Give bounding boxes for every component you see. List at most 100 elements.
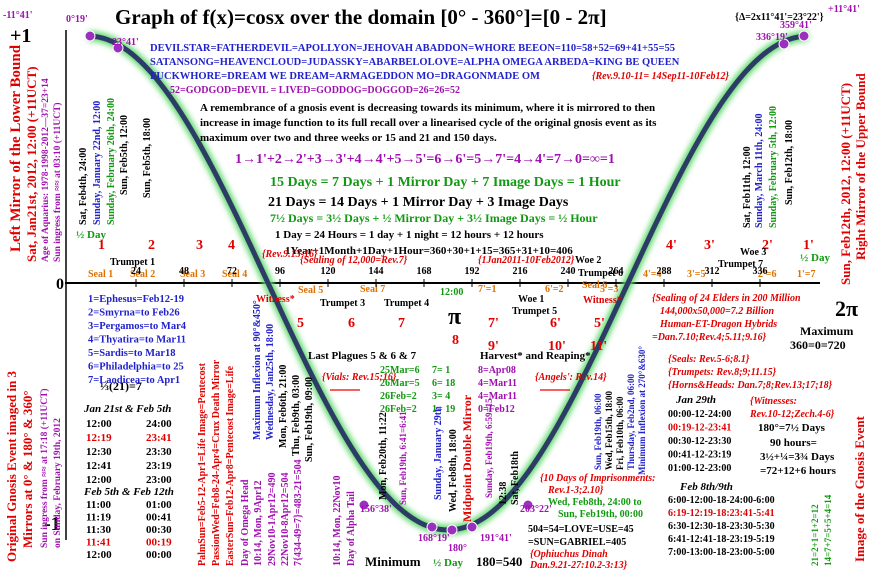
curve-marker — [798, 30, 810, 42]
label: 12:00 — [86, 474, 112, 486]
label: 23:00 — [146, 474, 172, 486]
label: {Horns&Heads: Dan.7;8;Rev.13;17;18} — [668, 380, 833, 391]
label: Wednesday, Jan25th, 18:00 — [265, 324, 276, 440]
label: Jan 21st & Feb 5th — [83, 403, 171, 415]
label: 7= 1 — [432, 365, 450, 376]
label: 156°38' — [360, 504, 392, 515]
label: 3' — [704, 238, 715, 253]
label: Human-ET-Dragon Hybrids — [659, 319, 777, 330]
curve-marker — [426, 521, 438, 533]
tick-label: 96 — [275, 266, 285, 277]
label: Trumpet 7 — [718, 259, 763, 270]
tick-label: 216 — [513, 266, 528, 277]
label: on Sunday, February 19th, 2012 — [53, 418, 63, 548]
label: 5'=3 — [600, 284, 618, 295]
label: =Dan.7.10;Rev.4;5.11;9.16} — [652, 332, 767, 343]
label: +11°41' — [828, 4, 860, 15]
label: 4=Thyatira=to Mar11 — [88, 335, 186, 346]
label: 4'=4 — [643, 269, 661, 280]
label: 144,000x50,000=7.2 Billion — [660, 306, 774, 317]
label: 12:19 — [86, 432, 112, 444]
label: Seal 6 — [582, 280, 607, 291]
label: Woe 3 — [740, 247, 766, 258]
label: 3'=5 — [687, 269, 705, 280]
label: Dan.9.21-27:10.2-3:13} — [529, 560, 628, 570]
label: Day of Omega Head — [240, 479, 251, 566]
label: Day of Alpha Tail — [346, 491, 357, 566]
label: Sat, Feb4th, 24:00 — [78, 148, 89, 225]
label: Rev.10-12;Zech.4-6} — [749, 409, 835, 420]
label: +1 — [10, 25, 31, 47]
label: 6:41-12:41-18-23:19-5:19 — [668, 534, 775, 545]
curve-marker — [778, 38, 790, 50]
label: =72+12+6 hours — [760, 465, 837, 477]
label: 7½ Days = 3½ Days + ½ Mirror Day + 3½ Im… — [270, 211, 598, 225]
label: {1Jan2011-10Feb2012} — [478, 255, 575, 266]
curve-marker — [358, 499, 370, 511]
label: 00:30 — [146, 524, 172, 536]
label: Sunday, February 26th, 24:00 — [106, 98, 117, 225]
label: Feb 5th & Feb 12th — [83, 486, 174, 498]
tick-label: 120 — [321, 266, 336, 277]
label: 2 — [148, 238, 155, 253]
label: Sun, Feb12th, 2012, 12:00 (+11UCT) — [838, 83, 853, 285]
label: 7{434-49=7}=483-21=504 — [293, 459, 304, 566]
curve-marker — [112, 42, 124, 54]
label: Seal 7 — [360, 284, 385, 295]
label: Sun, Feb19th, 09:00 — [304, 377, 315, 462]
label: DEVILSTAR=FATHERDEVIL=APOLLYON=JEHOVAH A… — [150, 43, 675, 54]
tick-label: 72 — [227, 266, 237, 277]
label: 00:00 — [146, 549, 172, 561]
label: Trumpet 4 — [384, 298, 429, 309]
label: Sunday, March 11th, 24:00 — [754, 113, 765, 228]
label: 180° — [448, 543, 467, 554]
label: Sunday, Feb19th, 6:59=15 — [484, 398, 494, 498]
label: 6'=2 — [545, 284, 563, 295]
curve-marker — [84, 30, 96, 42]
label: 7' — [488, 316, 499, 331]
label: =SUN=GABRIEL=405 — [528, 537, 626, 548]
label: 14=7+7=5+5+4=14 — [823, 494, 833, 566]
label: 6 — [348, 316, 355, 331]
label: Woe 1 — [518, 294, 544, 305]
label: {Seals: Rev.5-6;8.1} — [668, 354, 750, 365]
label: 5=Sardis=to Mar18 — [88, 348, 176, 359]
label: 7=Laodicea=to Apr1 — [88, 375, 180, 386]
label: 22Nov10-8Apr12=504 — [280, 473, 291, 566]
label: 360=0=720 — [790, 338, 846, 352]
label: ½ Day — [76, 229, 106, 241]
label: ½ Day — [800, 252, 830, 264]
label: 0°19' — [66, 14, 88, 25]
label: 00:30-12-23:30 — [668, 436, 731, 447]
label: -1 — [44, 513, 61, 535]
label: 6=Philadelphia=to 25 — [88, 362, 184, 373]
label: Mon, Feb20th, 11:22 — [378, 412, 389, 500]
tick-label: 336 — [753, 266, 768, 277]
label: 11' — [590, 339, 607, 354]
tick-label: 192 — [465, 266, 480, 277]
label: Feb 8th/9th — [679, 481, 733, 493]
label: 21 Days = 14 Days + 1 Mirror Day + 3 Ima… — [268, 195, 569, 210]
label: 23:19 — [146, 460, 172, 472]
label: Maximum Inflexion at 90°&450° — [252, 300, 263, 440]
label: 29Nov10-1Apr12=490 — [267, 473, 278, 566]
label: Right Mirror of the Upper Bound — [853, 73, 868, 260]
label: 0=Feb12 — [478, 404, 515, 415]
label: PassionWed=Feb8-24-Apr4=Crux Death Mirro… — [211, 359, 222, 566]
label: SATANSONG=HEAVENCLOUD=JUDASSKY=ABARBELOL… — [150, 57, 680, 68]
label: 52=GODGOD=DEVIL = LIVED=GODDOG=DOGGOD=26… — [170, 85, 460, 96]
label: Sun, Feb19th, 6:41=6:41 — [398, 411, 408, 505]
label: 10:14, Mon, 9Apr12 — [253, 480, 264, 566]
label: 8 — [452, 333, 459, 348]
tick-label: 240 — [561, 266, 576, 277]
label: 2'=6 — [758, 269, 776, 280]
label: 3=Pergamos=to Mar4 — [88, 321, 187, 332]
label: 3= 4 — [432, 391, 450, 402]
label: {Rev.9.10-11= 14Sep11-10Feb12} — [592, 71, 730, 82]
label: 5 — [297, 316, 304, 331]
label: 9' — [488, 339, 499, 354]
label: 6:30-12:30-18-23:30-5:30 — [668, 521, 775, 532]
label: {Sealing of 24 Elders in 200 Million — [652, 293, 801, 304]
label: Sun, Feb19th, 00:00 — [558, 509, 643, 520]
label: Minimum Inflexion at 270°&630° — [637, 346, 647, 475]
